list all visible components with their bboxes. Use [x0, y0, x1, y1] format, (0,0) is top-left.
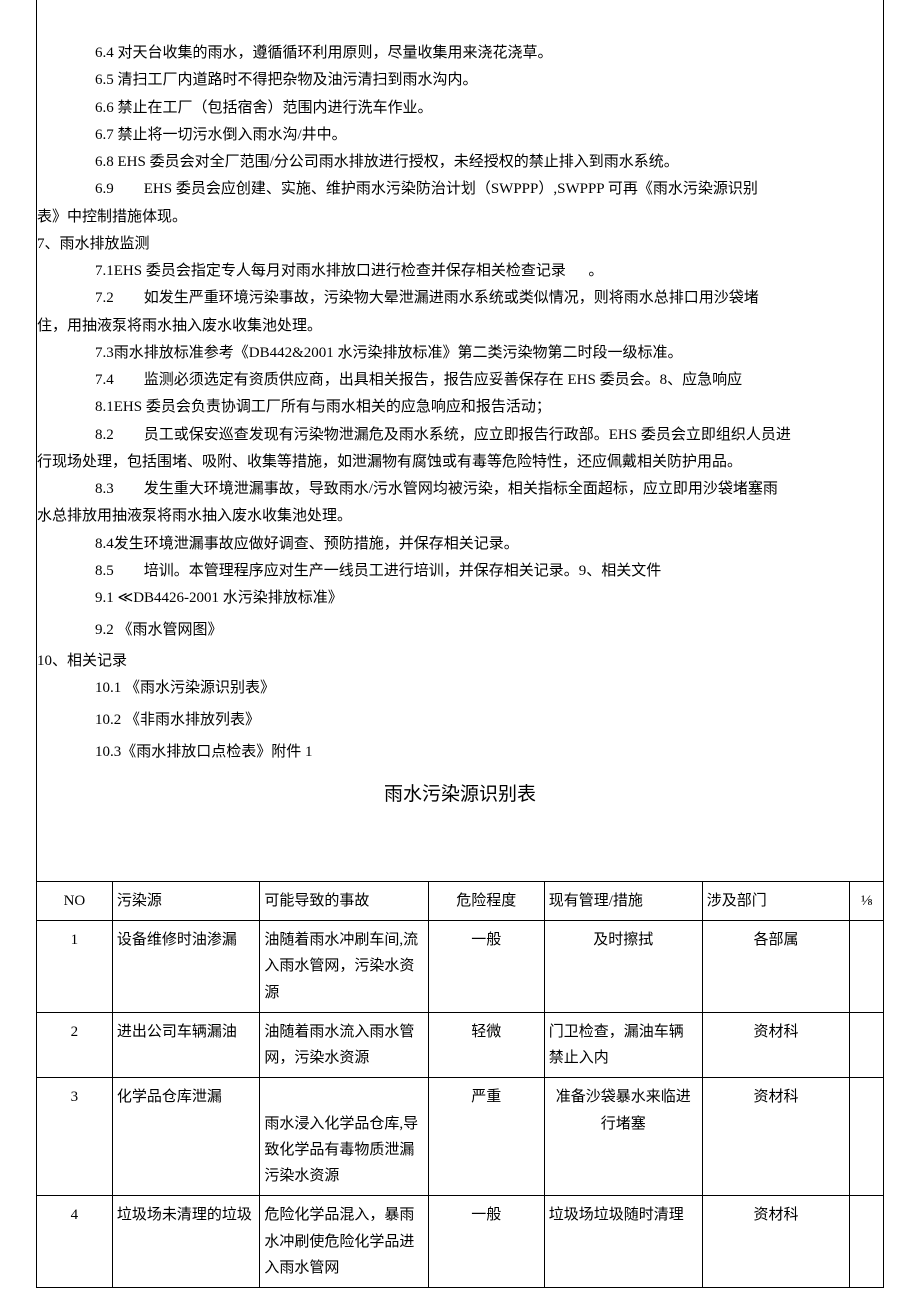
para-9-2: 9.2 《雨水管网图》: [65, 617, 871, 643]
cell-dept: 资材科: [702, 1196, 849, 1288]
cell-no: 2: [37, 1012, 113, 1078]
cell-source: 垃圾场未清理的垃圾: [112, 1196, 259, 1288]
cell-measure: 垃圾场垃圾随时清理: [544, 1196, 702, 1288]
cell-level: 轻微: [428, 1012, 544, 1078]
cell-dept: 资材科: [702, 1012, 849, 1078]
cell-accident: 危险化学品混入，暴雨水冲刷使危险化学品进入雨水管网: [260, 1196, 429, 1288]
table-row: 3 化学品仓库泄漏 雨水浸入化学品仓库,导致化学品有毒物质泄漏污染水资源 严重 …: [37, 1078, 884, 1196]
cell-last: [850, 1196, 884, 1288]
th-accident: 可能导致的事故: [260, 881, 429, 920]
pollution-source-table: NO 污染源 可能导致的事故 危险程度 现有管理/措施 涉及部门 ⅛ 1 设备维…: [36, 881, 884, 1288]
th-level: 危险程度: [428, 881, 544, 920]
table-row: 1 设备维修时油渗漏 油随着雨水冲刷车间,流入雨水管网，污染水资源 一般 及时擦…: [37, 921, 884, 1013]
para-8-3-line1: 8.3 发生重大环境泄漏事故，导致雨水/污水管网均被污染，相关指标全面超标，应立…: [65, 476, 871, 502]
cell-source: 进出公司车辆漏油: [112, 1012, 259, 1078]
th-last: ⅛: [850, 881, 884, 920]
heading-7: 7、雨水排放监测: [37, 231, 871, 257]
cell-no: 3: [37, 1078, 113, 1196]
cell-source: 设备维修时油渗漏: [112, 921, 259, 1013]
cell-measure: 及时擦拭: [544, 921, 702, 1013]
cell-dept: 资材科: [702, 1078, 849, 1196]
para-7-2-line2: 住，用抽液泵将雨水抽入废水收集池处理。: [37, 313, 871, 339]
para-7-3: 7.3雨水排放标准参考《DB442&2001 水污染排放标准》第二类污染物第二时…: [65, 340, 871, 366]
para-6-9-line1: 6.9 EHS 委员会应创建、实施、维护雨水污染防治计划（SWPPP）,SWPP…: [65, 176, 871, 202]
cell-no: 4: [37, 1196, 113, 1288]
para-8-4: 8.4发生环境泄漏事故应做好调查、预防措施，并保存相关记录。: [65, 531, 871, 557]
para-10-2: 10.2 《非雨水排放列表》: [65, 707, 871, 733]
para-6-9-line2: 表》中控制措施体现。: [37, 204, 871, 230]
para-7-2-line1: 7.2 如发生严重环境污染事故，污染物大晕泄漏进雨水系统或类似情况，则将雨水总排…: [65, 285, 871, 311]
table-header-row: NO 污染源 可能导致的事故 危险程度 现有管理/措施 涉及部门 ⅛: [37, 881, 884, 920]
cell-source: 化学品仓库泄漏: [112, 1078, 259, 1196]
cell-level: 一般: [428, 1196, 544, 1288]
para-6-6: 6.6 禁止在工厂（包括宿舍）范围内进行洗车作业。: [65, 95, 871, 121]
para-7-1: 7.1EHS 委员会指定专人每月对雨水排放口进行检查并保存相关检查记录 。: [65, 258, 871, 284]
para-8-2-line1: 8.2 员工或保安巡查发现有污染物泄漏危及雨水系统，应立即报告行政部。EHS 委…: [65, 422, 871, 448]
text-paragraphs: 6.4 对天台收集的雨水，遵循循环利用原则，尽量收集用来浇花浇草。 6.5 清扫…: [37, 40, 883, 766]
cell-accident: 油随着雨水冲刷车间,流入雨水管网，污染水资源: [260, 921, 429, 1013]
cell-measure: 准备沙袋暴水来临进行堵塞: [544, 1078, 702, 1196]
th-dept: 涉及部门: [702, 881, 849, 920]
para-7-4: 7.4 监测必须选定有资质供应商，出具相关报告，报告应妥善保存在 EHS 委员会…: [65, 367, 871, 393]
para-6-4: 6.4 对天台收集的雨水，遵循循环利用原则，尽量收集用来浇花浇草。: [65, 40, 871, 66]
cell-accident: 油随着雨水流入雨水管网，污染水资源: [260, 1012, 429, 1078]
cell-last: [850, 921, 884, 1013]
table-row: 2 进出公司车辆漏油 油随着雨水流入雨水管网，污染水资源 轻微 门卫检查，漏油车…: [37, 1012, 884, 1078]
para-8-3-line2: 水总排放用抽液泵将雨水抽入废水收集池处理。: [37, 503, 871, 529]
cell-no: 1: [37, 921, 113, 1013]
para-6-8: 6.8 EHS 委员会对全厂范围/分公司雨水排放进行授权，未经授权的禁止排入到雨…: [65, 149, 871, 175]
th-no: NO: [37, 881, 113, 920]
th-measure: 现有管理/措施: [544, 881, 702, 920]
table-title: 雨水污染源识别表: [37, 778, 883, 811]
table-row: 4 垃圾场未清理的垃圾 危险化学品混入，暴雨水冲刷使危险化学品进入雨水管网 一般…: [37, 1196, 884, 1288]
para-8-5: 8.5 培训。本管理程序应对生产一线员工进行培训，并保存相关记录。9、相关文件: [65, 558, 871, 584]
para-9-1: 9.1 ≪DB4426-2001 水污染排放标准》: [65, 585, 871, 611]
para-8-2-line2: 行现场处理，包括围堵、吸附、收集等措施，如泄漏物有腐蚀或有毒等危险特性，还应佩戴…: [37, 449, 871, 475]
para-8-1: 8.1EHS 委员会负责协调工厂所有与雨水相关的应急响应和报告活动；: [65, 394, 871, 420]
document-frame: 6.4 对天台收集的雨水，遵循循环利用原则，尽量收集用来浇花浇草。 6.5 清扫…: [36, 0, 884, 1288]
para-10-1: 10.1 《雨水污染源识别表》: [65, 675, 871, 701]
para-6-5: 6.5 清扫工厂内道路时不得把杂物及油污清扫到雨水沟内。: [65, 67, 871, 93]
cell-level: 一般: [428, 921, 544, 1013]
cell-last: [850, 1078, 884, 1196]
cell-measure: 门卫检查，漏油车辆禁止入内: [544, 1012, 702, 1078]
th-source: 污染源: [112, 881, 259, 920]
para-10-3: 10.3《雨水排放口点检表》附件 1: [65, 739, 871, 765]
cell-dept: 各部属: [702, 921, 849, 1013]
heading-10: 10、相关记录: [37, 648, 871, 674]
cell-last: [850, 1012, 884, 1078]
cell-accident: 雨水浸入化学品仓库,导致化学品有毒物质泄漏污染水资源: [260, 1078, 429, 1196]
cell-level: 严重: [428, 1078, 544, 1196]
para-6-7: 6.7 禁止将一切污水倒入雨水沟/井中。: [65, 122, 871, 148]
